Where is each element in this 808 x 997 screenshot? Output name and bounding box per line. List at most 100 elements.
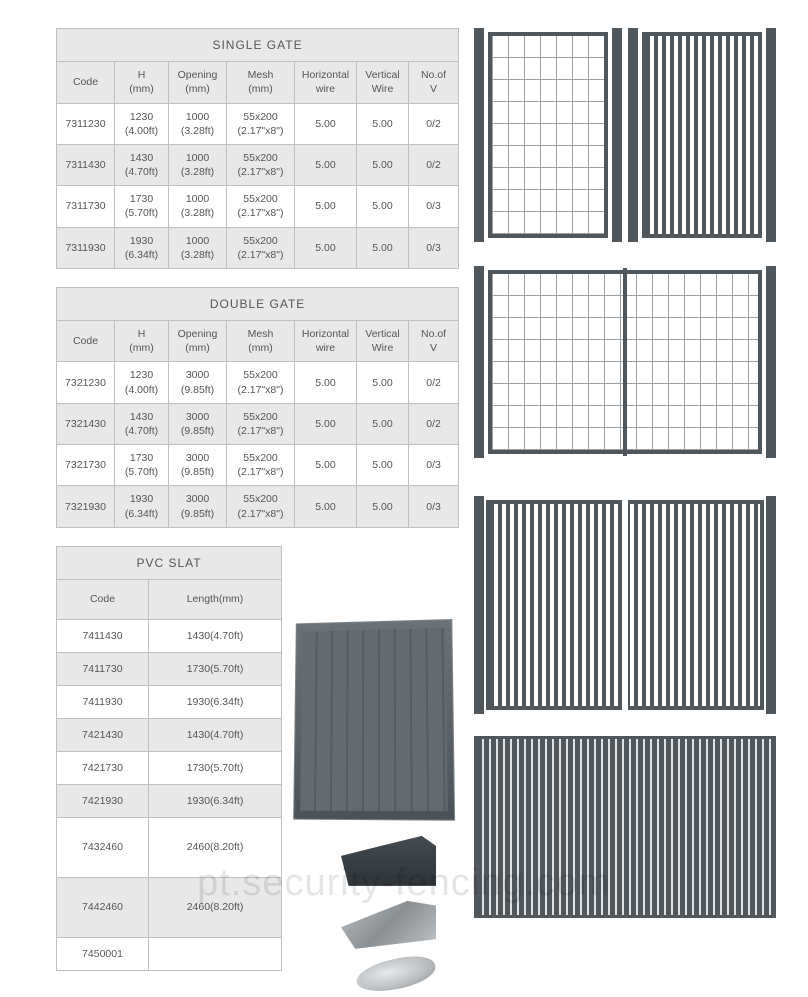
column-header: Opening(mm) xyxy=(169,321,227,362)
table-cell: 55x200(2.17"x8") xyxy=(227,403,295,444)
slat-angle-image xyxy=(341,901,436,949)
table-cell: 1730(5.70ft) xyxy=(115,445,169,486)
table-cell: 5.00 xyxy=(295,362,357,403)
slat-code-cell: 7450001 xyxy=(57,938,149,971)
double-gate-table: DOUBLE GATE CodeH(mm)Opening(mm)Mesh(mm)… xyxy=(56,287,459,528)
table-cell: 3000(9.85ft) xyxy=(169,486,227,527)
table-cell: 5.00 xyxy=(357,403,409,444)
table-row: 74119301930(6.34ft) xyxy=(57,686,282,719)
table-cell: 55x200(2.17"x8") xyxy=(227,186,295,227)
table-cell: 1230(4.00ft) xyxy=(115,103,169,144)
table-cell: 1000(3.28ft) xyxy=(169,103,227,144)
table-row: 73114301430(4.70ft)1000(3.28ft)55x200(2.… xyxy=(57,144,459,185)
column-header: Code xyxy=(57,580,149,620)
table-row: 73217301730(5.70ft)3000(9.85ft)55x200(2.… xyxy=(57,445,459,486)
table-cell: 0/3 xyxy=(409,227,459,268)
double-gate-mesh-figure xyxy=(474,266,776,458)
table-row: 74117301730(5.70ft) xyxy=(57,653,282,686)
slat-profile-image xyxy=(341,836,436,886)
slat-length-cell: 2460(8.20ft) xyxy=(149,878,282,938)
slat-length-cell: 1930(6.34ft) xyxy=(149,785,282,818)
table-cell: 5.00 xyxy=(357,103,409,144)
column-header: Horizontalwire xyxy=(295,62,357,103)
column-header: H(mm) xyxy=(115,62,169,103)
single-gate-title: SINGLE GATE xyxy=(57,29,459,62)
table-cell: 3000(9.85ft) xyxy=(169,362,227,403)
table-row: 74324602460(8.20ft) xyxy=(57,818,282,878)
table-row: 7450001 xyxy=(57,938,282,971)
slat-code-cell: 7442460 xyxy=(57,878,149,938)
table-cell: 55x200(2.17"x8") xyxy=(227,227,295,268)
table-cell: 7321230 xyxy=(57,362,115,403)
table-cell: 1230(4.00ft) xyxy=(115,362,169,403)
slat-length-cell: 1930(6.34ft) xyxy=(149,686,282,719)
table-cell: 0/2 xyxy=(409,103,459,144)
slat-code-cell: 7421730 xyxy=(57,752,149,785)
slat-length-cell: 2460(8.20ft) xyxy=(149,818,282,878)
table-cell: 5.00 xyxy=(295,403,357,444)
table-cell: 0/3 xyxy=(409,445,459,486)
table-row: 74424602460(8.20ft) xyxy=(57,878,282,938)
table-row: 74214301430(4.70ft) xyxy=(57,719,282,752)
column-header: Mesh(mm) xyxy=(227,62,295,103)
table-row: 74114301430(4.70ft) xyxy=(57,620,282,653)
table-cell: 7311230 xyxy=(57,103,115,144)
table-cell: 7321930 xyxy=(57,486,115,527)
table-cell: 55x200(2.17"x8") xyxy=(227,445,295,486)
slat-length-cell: 1730(5.70ft) xyxy=(149,752,282,785)
slat-length-cell: 1430(4.70ft) xyxy=(149,719,282,752)
column-header: No.ofV xyxy=(409,62,459,103)
table-cell: 0/3 xyxy=(409,486,459,527)
slat-code-cell: 7411930 xyxy=(57,686,149,719)
table-cell: 7321430 xyxy=(57,403,115,444)
table-cell: 1430(4.70ft) xyxy=(115,403,169,444)
pvc-slat-table: PVC SLAT CodeLength(mm) 74114301430(4.70… xyxy=(56,546,282,971)
table-cell: 1000(3.28ft) xyxy=(169,227,227,268)
table-cell: 7321730 xyxy=(57,445,115,486)
table-cell: 5.00 xyxy=(357,362,409,403)
table-cell: 7311430 xyxy=(57,144,115,185)
table-cell: 1930(6.34ft) xyxy=(115,227,169,268)
table-cell: 5.00 xyxy=(295,186,357,227)
slat-panel-figure xyxy=(474,736,776,918)
column-header: Horizontalwire xyxy=(295,321,357,362)
table-cell: 5.00 xyxy=(295,103,357,144)
table-cell: 1000(3.28ft) xyxy=(169,186,227,227)
table-cell: 55x200(2.17"x8") xyxy=(227,362,295,403)
table-cell: 55x200(2.17"x8") xyxy=(227,486,295,527)
double-gate-slat-figure xyxy=(474,496,776,714)
slat-length-cell: 1430(4.70ft) xyxy=(149,620,282,653)
single-gate-figure xyxy=(474,28,776,242)
slat-code-cell: 7421430 xyxy=(57,719,149,752)
table-cell: 5.00 xyxy=(357,186,409,227)
table-row: 73214301430(4.70ft)3000(9.85ft)55x200(2.… xyxy=(57,403,459,444)
table-row: 73219301930(6.34ft)3000(9.85ft)55x200(2.… xyxy=(57,486,459,527)
column-header: Opening(mm) xyxy=(169,62,227,103)
column-header: Length(mm) xyxy=(149,580,282,620)
table-cell: 0/2 xyxy=(409,144,459,185)
table-cell: 7311930 xyxy=(57,227,115,268)
table-cell: 0/2 xyxy=(409,403,459,444)
column-header: VerticalWire xyxy=(357,62,409,103)
table-cell: 3000(9.85ft) xyxy=(169,445,227,486)
left-column: SINGLE GATE CodeH(mm)Opening(mm)Mesh(mm)… xyxy=(56,28,458,971)
table-row: 74219301930(6.34ft) xyxy=(57,785,282,818)
table-cell: 5.00 xyxy=(357,144,409,185)
table-cell: 55x200(2.17"x8") xyxy=(227,103,295,144)
slat-code-cell: 7411730 xyxy=(57,653,149,686)
column-header: Code xyxy=(57,321,115,362)
single-gate-table: SINGLE GATE CodeH(mm)Opening(mm)Mesh(mm)… xyxy=(56,28,459,269)
pvc-slat-title: PVC SLAT xyxy=(57,546,282,579)
slat-clip-image xyxy=(354,951,438,997)
table-row: 73112301230(4.00ft)1000(3.28ft)55x200(2.… xyxy=(57,103,459,144)
table-cell: 1430(4.70ft) xyxy=(115,144,169,185)
table-cell: 5.00 xyxy=(357,227,409,268)
table-cell: 55x200(2.17"x8") xyxy=(227,144,295,185)
slat-code-cell: 7432460 xyxy=(57,818,149,878)
table-row: 73212301230(4.00ft)3000(9.85ft)55x200(2.… xyxy=(57,362,459,403)
table-row: 74217301730(5.70ft) xyxy=(57,752,282,785)
table-row: 73117301730(5.70ft)1000(3.28ft)55x200(2.… xyxy=(57,186,459,227)
table-cell: 5.00 xyxy=(357,445,409,486)
table-cell: 1000(3.28ft) xyxy=(169,144,227,185)
table-cell: 5.00 xyxy=(295,227,357,268)
